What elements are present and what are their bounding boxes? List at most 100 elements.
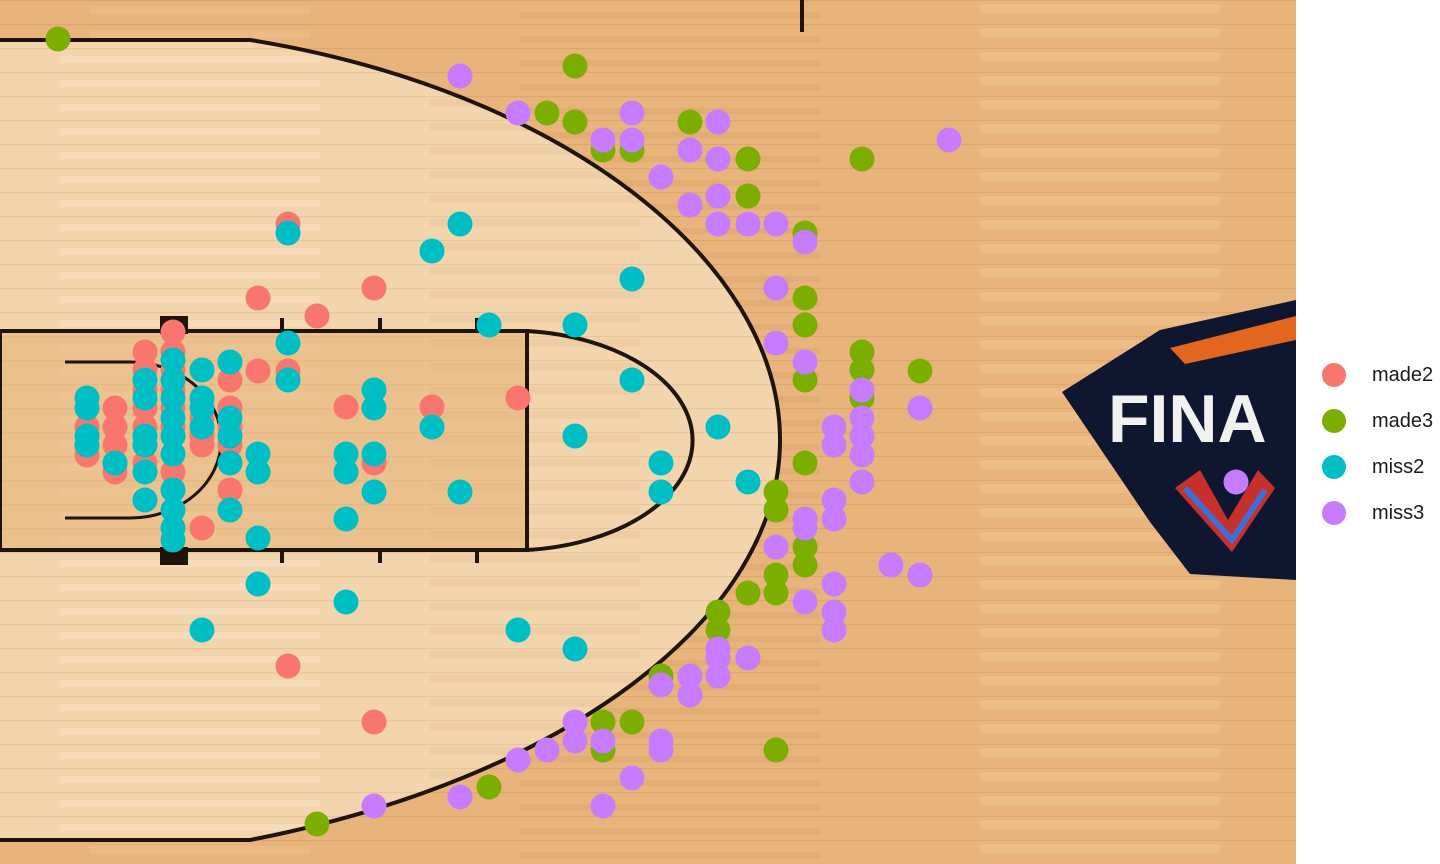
shot-point-made3 [562, 109, 588, 135]
shot-point-miss3 [677, 192, 703, 218]
shot-point-made2 [132, 339, 158, 365]
shot-point-made3 [792, 450, 818, 476]
shot-point-made2 [505, 385, 531, 411]
shot-point-made3 [45, 26, 71, 52]
shot-point-miss2 [648, 479, 674, 505]
shot-point-miss3 [562, 709, 588, 735]
shot-point-made3 [735, 183, 761, 209]
shot-chart-plot: FINA [0, 0, 1296, 864]
shot-point-miss3 [821, 414, 847, 440]
logo-text: FINA [1108, 381, 1267, 457]
shot-point-miss2 [160, 527, 186, 553]
shot-point-miss2 [648, 450, 674, 476]
shot-point-made2 [361, 709, 387, 735]
shot-point-miss2 [419, 414, 445, 440]
shot-point-miss2 [245, 459, 271, 485]
legend-item-made2: made2 [1310, 352, 1440, 398]
shot-point-made3 [763, 737, 789, 763]
shot-point-made3 [534, 100, 560, 126]
shot-point-miss2 [619, 266, 645, 292]
shot-point-miss2 [505, 617, 531, 643]
shot-point-miss3 [821, 617, 847, 643]
shot-point-made3 [304, 811, 330, 837]
shot-point-miss2 [447, 211, 473, 237]
shot-point-made3 [849, 146, 875, 172]
shot-point-made3 [849, 357, 875, 383]
shot-point-made2 [160, 319, 186, 345]
shot-point-miss3 [792, 589, 818, 615]
shot-point-miss3 [849, 442, 875, 468]
shot-point-miss3 [361, 793, 387, 819]
shot-point-made3 [849, 339, 875, 365]
shot-point-miss3 [936, 127, 962, 153]
shot-point-miss2 [74, 432, 100, 458]
shot-point-made3 [735, 580, 761, 606]
shot-point-miss3 [705, 211, 731, 237]
shot-point-miss2 [447, 479, 473, 505]
shot-point-miss2 [160, 367, 186, 393]
shot-point-made2 [160, 459, 186, 485]
shot-point-made2 [275, 653, 301, 679]
shot-point-miss3 [590, 793, 616, 819]
final-four-logo: FINA [1062, 300, 1296, 580]
shot-point-miss3 [447, 784, 473, 810]
shot-point-miss2 [361, 479, 387, 505]
shot-point-miss3 [619, 127, 645, 153]
shot-point-made3 [677, 109, 703, 135]
shot-point-miss2 [476, 312, 502, 338]
shot-point-made2 [102, 414, 128, 440]
shot-point-miss2 [333, 459, 359, 485]
shot-point-miss3 [907, 562, 933, 588]
shot-point-miss2 [562, 312, 588, 338]
shot-point-made2 [217, 367, 243, 393]
shot-point-made3 [763, 479, 789, 505]
legend-item-made3: made3 [1310, 398, 1440, 444]
shot-point-made3 [763, 580, 789, 606]
legend-label-miss3: miss3 [1372, 501, 1425, 524]
shot-point-miss3 [705, 663, 731, 689]
shot-point-miss3 [619, 100, 645, 126]
shot-point-miss2 [132, 432, 158, 458]
shot-point-made2 [304, 303, 330, 329]
shot-point-miss2 [275, 220, 301, 246]
shot-point-made3 [792, 552, 818, 578]
three-point-line [0, 38, 783, 842]
shot-point-miss2 [132, 487, 158, 513]
shot-point-miss3 [907, 395, 933, 421]
shot-point-miss2 [217, 497, 243, 523]
shot-point-miss3 [677, 682, 703, 708]
shot-point-miss3 [792, 229, 818, 255]
shot-point-made2 [245, 285, 271, 311]
shot-point-miss2 [217, 349, 243, 375]
shot-point-made2 [189, 515, 215, 541]
shot-point-miss2 [132, 385, 158, 411]
shot-point-miss3 [821, 487, 847, 513]
shot-point-miss2 [160, 347, 186, 373]
shot-point-miss2 [562, 423, 588, 449]
shot-point-miss2 [361, 377, 387, 403]
shot-point-miss2 [705, 414, 731, 440]
legend-key-miss3 [1322, 501, 1346, 525]
shot-point-miss2 [619, 367, 645, 393]
legend-key-miss2 [1322, 455, 1346, 479]
shot-point-miss3 [735, 211, 761, 237]
shot-point-miss3 [562, 728, 588, 754]
shot-point-made3 [792, 367, 818, 393]
shot-point-made2 [361, 275, 387, 301]
shot-point-miss3 [735, 645, 761, 671]
shot-point-miss3 [849, 423, 875, 449]
shot-point-miss3 [590, 127, 616, 153]
shot-point-made3 [792, 534, 818, 560]
shot-point-miss3 [821, 571, 847, 597]
shot-point-made3 [763, 497, 789, 523]
legend-item-miss2: miss2 [1310, 444, 1440, 490]
shot-point-miss2 [562, 636, 588, 662]
shot-point-made3 [735, 146, 761, 172]
shot-point-made3 [907, 358, 933, 384]
shot-point-miss2 [102, 450, 128, 476]
shot-point-miss2 [419, 238, 445, 264]
shot-point-made2 [189, 432, 215, 458]
shot-point-made3 [476, 774, 502, 800]
shot-point-miss2 [160, 385, 186, 411]
shot-point-miss3 [619, 765, 645, 791]
